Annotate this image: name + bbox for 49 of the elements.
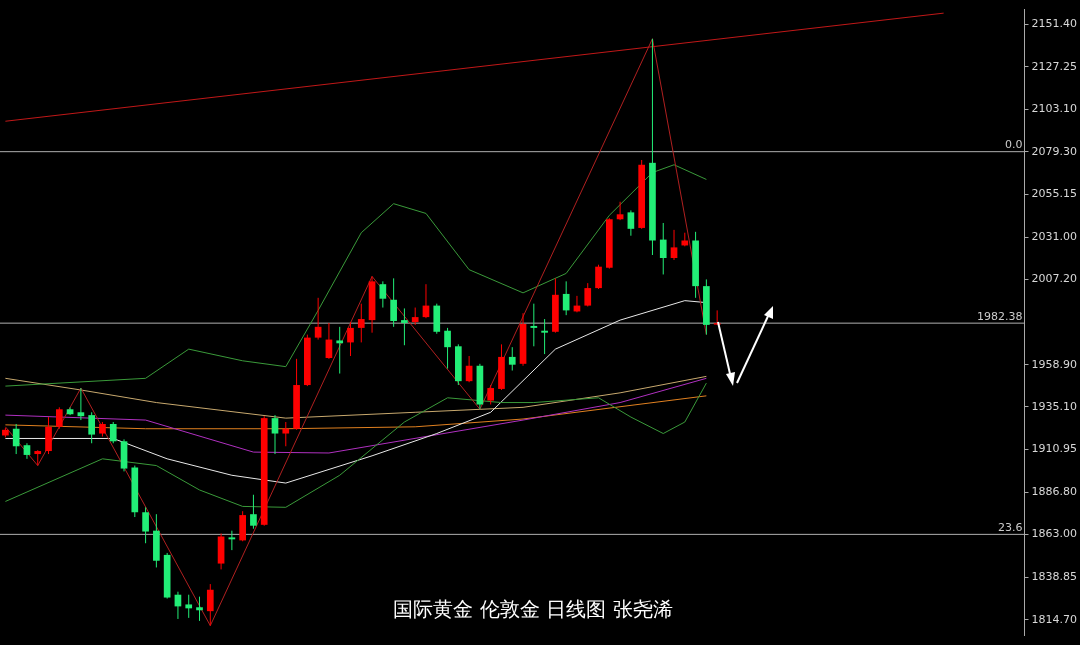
candlestick — [401, 307, 408, 346]
candlestick — [88, 411, 96, 444]
candlestick — [562, 280, 570, 316]
candlestick — [530, 303, 538, 347]
candlestick — [379, 280, 387, 309]
candlestick — [250, 494, 257, 530]
candlestick — [487, 384, 495, 406]
candlestick — [347, 321, 354, 357]
candlestick — [314, 297, 322, 341]
y-tick-label: 1838.85 — [1031, 569, 1078, 583]
candlestick — [185, 594, 193, 619]
y-tick-label: 2007.20 — [1031, 272, 1078, 286]
y-tick-label: 1863.00 — [1031, 527, 1078, 541]
candlestick — [206, 583, 214, 627]
candlestick — [616, 201, 624, 221]
annotation: 23.6 — [998, 520, 1023, 534]
candlestick — [228, 530, 236, 551]
candlestick — [142, 506, 149, 544]
candlestick — [196, 596, 203, 622]
candlestick — [109, 421, 117, 444]
candlestick — [595, 264, 602, 290]
candlestick — [508, 346, 516, 372]
candlestick — [12, 423, 20, 455]
y-tick-label: 1886.80 — [1031, 485, 1078, 499]
candlestick — [627, 209, 635, 237]
y-tick-label: 2031.00 — [1031, 229, 1078, 243]
candlestick — [55, 406, 63, 430]
y-tick-label: 2127.25 — [1031, 59, 1078, 73]
candlestick — [670, 229, 678, 261]
y-tick-label: 1958.90 — [1031, 357, 1078, 371]
candlestick — [357, 303, 365, 343]
candlestick — [541, 318, 548, 355]
y-tick-label: 2151.40 — [1031, 16, 1078, 30]
annotation: 0.0 — [1005, 138, 1023, 152]
candlestick — [390, 277, 397, 328]
y-tick-label: 2079.30 — [1031, 144, 1078, 158]
ref-line-label: 1982.38 — [977, 309, 1023, 323]
candlestick — [77, 387, 85, 421]
y-tick-label: 1935.10 — [1031, 399, 1078, 413]
candlestick — [444, 327, 451, 370]
y-tick-label: 1814.70 — [1031, 612, 1078, 626]
candlestick — [271, 414, 279, 455]
y-tick-label: 2103.10 — [1031, 102, 1078, 116]
candlestick — [336, 326, 344, 375]
text: 国际黄金 伦敦金 日线图 张尧浠 — [393, 597, 673, 621]
candlestick — [282, 421, 290, 447]
candlestick — [659, 222, 667, 275]
y-tick-label: 2055.15 — [1031, 187, 1078, 201]
y-tick-label: 1910.95 — [1031, 442, 1078, 456]
